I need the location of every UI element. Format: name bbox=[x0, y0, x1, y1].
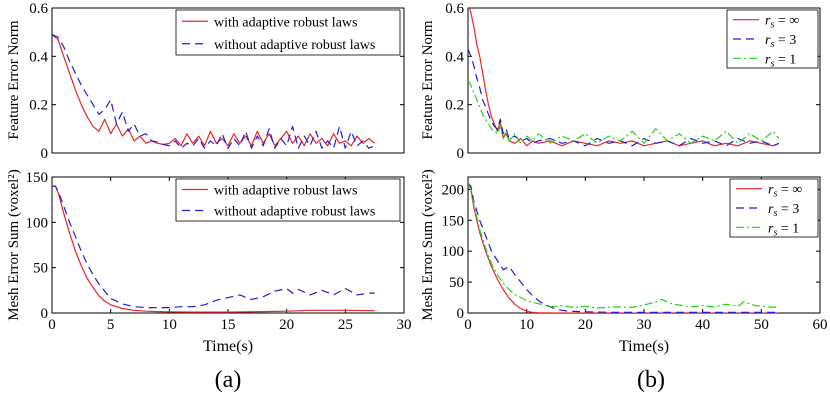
y-tick-label: 0 bbox=[457, 306, 465, 322]
y-tick-label: 100 bbox=[442, 244, 465, 260]
series-group bbox=[52, 34, 376, 149]
y-tick-label: 100 bbox=[26, 215, 49, 231]
y-axis-label: Mesh Error Sum (voxel²) bbox=[420, 169, 436, 321]
series-line-1 bbox=[52, 185, 375, 313]
y-tick-label: 0.6 bbox=[445, 1, 464, 17]
y-tick-label: 0.4 bbox=[445, 49, 464, 65]
x-tick-label: 0 bbox=[464, 317, 472, 333]
series-line-2 bbox=[52, 185, 375, 309]
legend-label: with adaptive robust laws bbox=[214, 15, 357, 30]
legend-label: without adaptive robust laws bbox=[214, 38, 375, 53]
caption-a: (a) bbox=[215, 367, 242, 393]
legend-label: rs = 1 bbox=[768, 221, 799, 238]
series-line-2 bbox=[52, 34, 375, 149]
caption-b: (b) bbox=[637, 367, 665, 393]
legend-label: rs = 3 bbox=[768, 202, 799, 219]
x-tick-label: 25 bbox=[338, 317, 353, 333]
x-tick-label: 60 bbox=[813, 317, 828, 333]
series-line-2 bbox=[468, 182, 779, 313]
y-tick-label: 0 bbox=[41, 306, 49, 322]
y-tick-label: 0.6 bbox=[29, 1, 48, 17]
x-axis-label: Time(s) bbox=[619, 338, 669, 355]
legend-label: rs = 3 bbox=[765, 33, 796, 50]
series-line-3 bbox=[468, 80, 780, 144]
x-tick-label: 10 bbox=[162, 317, 177, 333]
x-tick-label: 15 bbox=[221, 317, 236, 333]
legend-box bbox=[175, 9, 401, 56]
axes-box bbox=[51, 7, 405, 154]
legend: rs = ∞ rs = 3 rs = 1 bbox=[729, 178, 819, 238]
legend: with adaptive robust laws without adaptiv… bbox=[175, 9, 401, 56]
series-line-1 bbox=[468, 182, 779, 313]
series-group bbox=[52, 185, 375, 313]
legend-label: without adaptive robust laws bbox=[214, 205, 375, 220]
chart-a-mesh-error: 0 50 100 150 0 5 10 15 20 25 30 Mesh Error Sum (vox… bbox=[6, 169, 412, 355]
chart-b-mesh-error: 0 50 100 150 200 0 10 20 30 40 50 60 Mesh Error Sum … bbox=[420, 169, 828, 355]
y-tick-label: 150 bbox=[442, 213, 465, 229]
y-tick-label: 0.4 bbox=[29, 49, 48, 65]
x-tick-label: 30 bbox=[637, 317, 652, 333]
x-tick-label: 20 bbox=[578, 317, 593, 333]
x-tick-label: 40 bbox=[695, 317, 710, 333]
y-axis-label: Mesh Error Sum (voxel²) bbox=[6, 169, 22, 321]
legend-label: rs = 1 bbox=[765, 52, 796, 69]
y-tick-label: 0.2 bbox=[29, 98, 48, 114]
x-tick-label: 50 bbox=[754, 317, 769, 333]
x-tick-label: 5 bbox=[107, 317, 115, 333]
x-tick-label: 10 bbox=[519, 317, 534, 333]
series-line-1 bbox=[52, 34, 376, 147]
legend-label: with adaptive robust laws bbox=[214, 184, 357, 199]
y-axis-label: Feature Error Norm bbox=[6, 20, 22, 139]
x-axis-label: Time(s) bbox=[203, 338, 253, 355]
y-tick-label: 200 bbox=[442, 182, 465, 198]
y-axis-label: Feature Error Norm bbox=[420, 20, 436, 139]
y-tick-label: 150 bbox=[26, 170, 49, 186]
x-tick-label: 30 bbox=[397, 317, 412, 333]
series-group bbox=[468, 182, 779, 313]
chart-a-feature-error: 0 0.2 0.4 0.6 Feature Error Norm with adaptiv… bbox=[6, 1, 405, 162]
legend-label: rs = ∞ bbox=[765, 14, 799, 31]
series-group bbox=[468, 8, 780, 147]
y-tick-label: 0.2 bbox=[445, 98, 464, 114]
y-tick-label: 50 bbox=[449, 275, 464, 291]
legend: with adaptive robust laws without adaptiv… bbox=[175, 178, 401, 222]
x-tick-label: 20 bbox=[279, 317, 294, 333]
legend-label: rs = ∞ bbox=[768, 183, 802, 200]
chart-b-feature-error: 0 0.2 0.4 0.6 Feature Error Norm rs = ∞ rs = 3… bbox=[420, 1, 821, 162]
y-tick-label: 50 bbox=[33, 261, 48, 277]
legend: rs = ∞ rs = 3 rs = 1 bbox=[726, 9, 819, 69]
x-tick-label: 0 bbox=[48, 317, 56, 333]
series-line-2 bbox=[468, 48, 780, 147]
legend-box bbox=[175, 178, 401, 222]
series-line-3 bbox=[468, 182, 779, 309]
y-tick-label: 0 bbox=[457, 146, 465, 162]
y-tick-label: 0 bbox=[41, 146, 49, 162]
